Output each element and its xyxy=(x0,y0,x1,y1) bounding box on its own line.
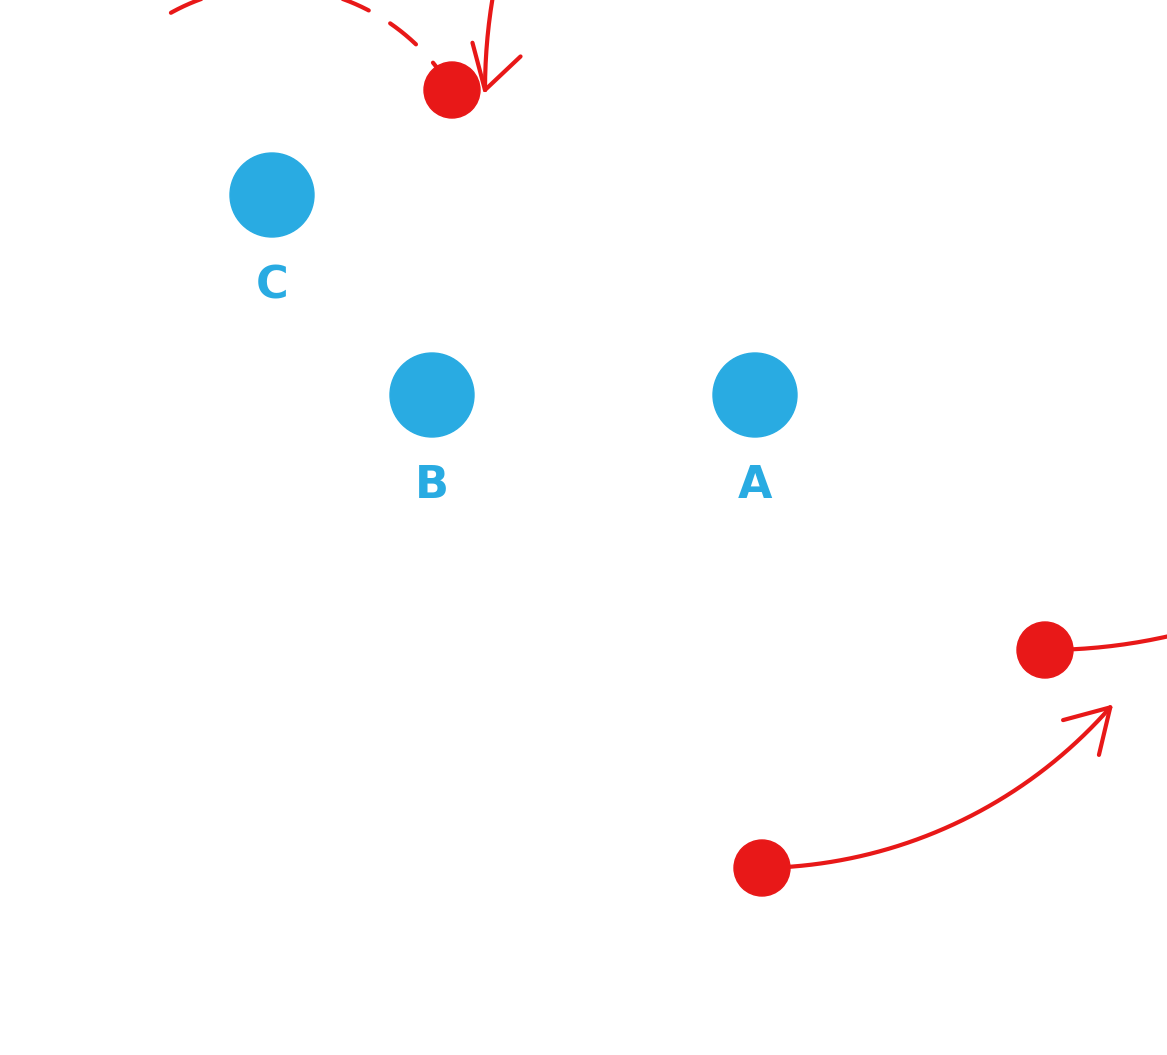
Text: C: C xyxy=(256,265,288,307)
Circle shape xyxy=(734,840,790,896)
Circle shape xyxy=(230,153,314,237)
Circle shape xyxy=(1016,622,1072,678)
Circle shape xyxy=(390,353,474,437)
Circle shape xyxy=(424,62,480,118)
Text: B: B xyxy=(415,464,449,507)
Text: A: A xyxy=(738,464,773,507)
Circle shape xyxy=(713,353,797,437)
